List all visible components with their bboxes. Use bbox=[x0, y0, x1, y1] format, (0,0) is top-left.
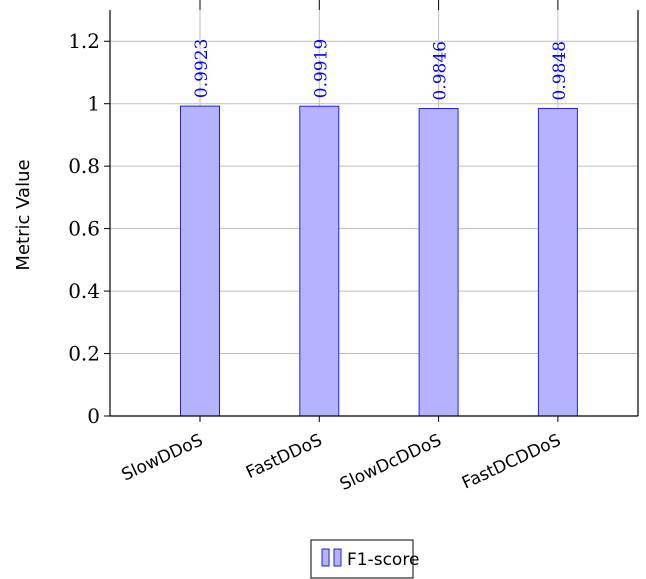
bar-value-label: 0.9919 bbox=[311, 39, 331, 98]
bar-value-label: 0.9923 bbox=[192, 39, 212, 98]
y-tick-label: 0.6 bbox=[68, 217, 100, 241]
bars bbox=[180, 105, 578, 417]
y-tick-label: 1 bbox=[87, 92, 100, 116]
bar-value-label: 0.9848 bbox=[550, 41, 570, 100]
legend: F1-score bbox=[310, 539, 419, 579]
y-tick-label: 1.2 bbox=[68, 29, 100, 53]
y-tick-label: 0 bbox=[87, 404, 100, 428]
y-tick-label: 0.4 bbox=[68, 279, 100, 303]
bar bbox=[418, 108, 459, 417]
x-tick-label: FastDCDDoS bbox=[459, 430, 564, 493]
bar bbox=[180, 105, 220, 417]
x-tick-label: FastDDoS bbox=[243, 430, 325, 483]
y-axis-ticks: 0 0.2 0.4 0.6 0.8 1 1.2 bbox=[68, 29, 110, 428]
x-axis-ticks: SlowDDoS FastDDoS SlowDcDDoS FastDCDDoS bbox=[119, 430, 564, 494]
bar bbox=[537, 107, 578, 417]
x-tick-label: SlowDDoS bbox=[119, 430, 206, 485]
plot-frame bbox=[109, 0, 639, 422]
bar-value-label: 0.9846 bbox=[431, 41, 451, 100]
legend-label: F1-score bbox=[347, 550, 419, 570]
y-axis-label: Metric Value bbox=[13, 159, 34, 270]
bar bbox=[299, 105, 340, 417]
bar-value-labels: 0.9923 0.9919 0.9846 0.9848 bbox=[192, 39, 570, 101]
y-tick-label: 0.8 bbox=[68, 154, 100, 178]
legend-swatch bbox=[321, 548, 342, 567]
y-tick-label: 0.2 bbox=[68, 342, 100, 366]
x-tick-label: SlowDcDDoS bbox=[337, 430, 445, 494]
